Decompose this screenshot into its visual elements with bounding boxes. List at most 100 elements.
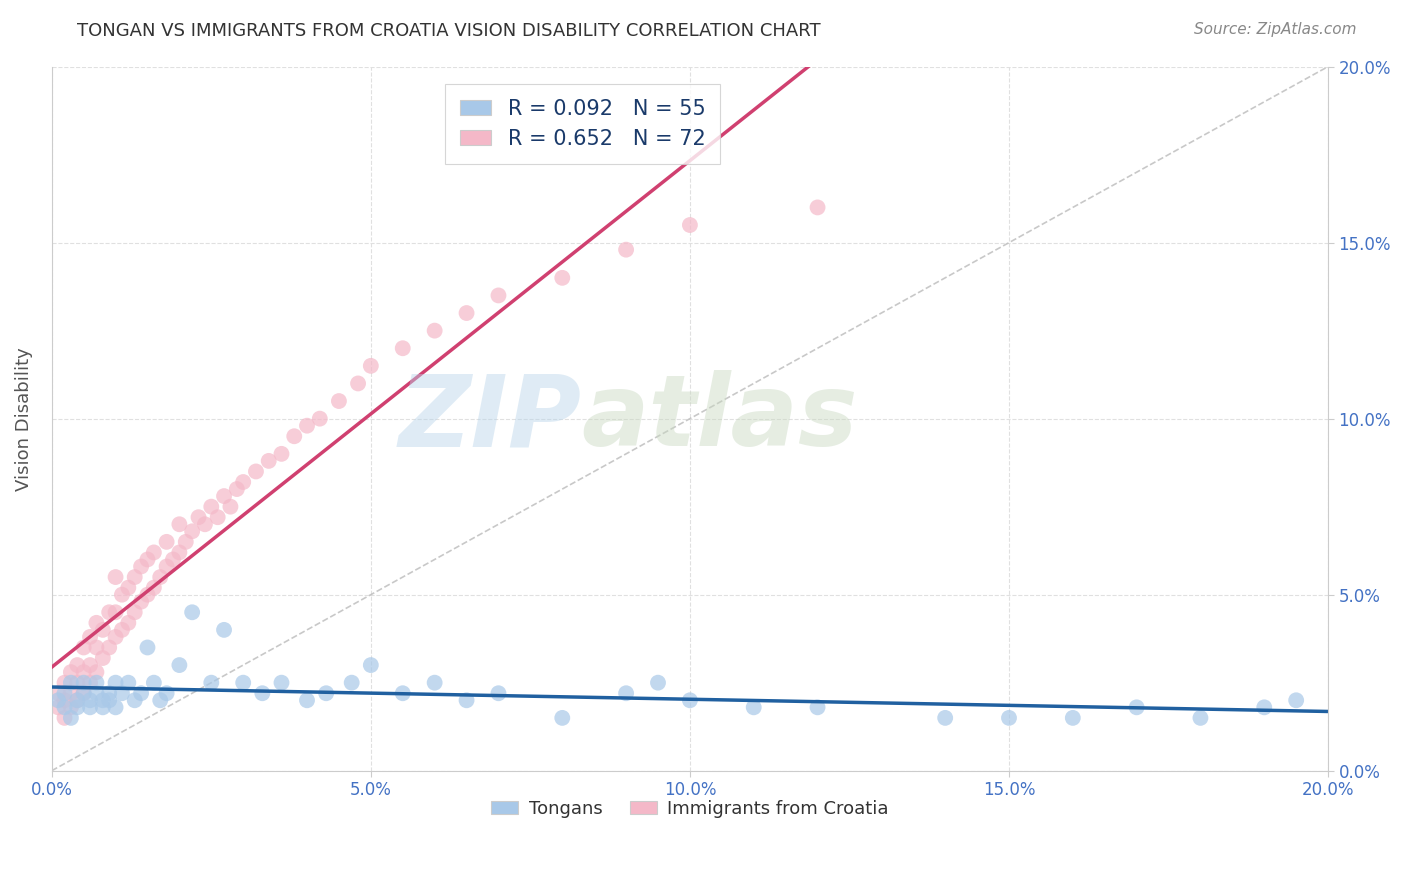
Point (156, 534, 179, 549)
Point (46, 693, 69, 707)
Point (136, 552, 159, 566)
Point (232, 475, 254, 489)
Point (1125, 700, 1147, 714)
Point (79, 700, 101, 714)
Point (117, 675, 139, 690)
Point (73, 686, 96, 700)
Point (1189, 711, 1212, 725)
Point (1062, 711, 1084, 725)
Point (104, 700, 127, 714)
Text: TONGAN VS IMMIGRANTS FROM CROATIA VISION DISABILITY CORRELATION CHART: TONGAN VS IMMIGRANTS FROM CROATIA VISION… (77, 22, 821, 40)
Point (328, 394, 350, 409)
Point (391, 686, 413, 700)
Point (456, 693, 478, 707)
Point (308, 411, 330, 425)
Point (86, 686, 108, 700)
Point (806, 700, 828, 714)
Point (59, 675, 82, 690)
Point (129, 686, 152, 700)
Point (225, 482, 247, 496)
Point (86, 675, 108, 690)
Point (98, 640, 121, 655)
Point (149, 693, 172, 707)
Point (614, 686, 637, 700)
Point (232, 675, 254, 690)
Point (488, 288, 510, 302)
Point (614, 243, 637, 257)
Text: atlas: atlas (582, 370, 858, 467)
Point (136, 640, 159, 655)
Point (124, 570, 146, 584)
Point (169, 658, 191, 673)
Point (66, 693, 89, 707)
Point (200, 675, 222, 690)
Point (679, 218, 702, 232)
Point (111, 686, 134, 700)
Point (340, 675, 363, 690)
Point (86, 665, 108, 679)
Point (295, 418, 318, 433)
Point (156, 686, 179, 700)
Point (98, 686, 121, 700)
Point (423, 324, 446, 338)
Point (252, 686, 274, 700)
Point (742, 700, 765, 714)
Point (174, 534, 197, 549)
Point (315, 686, 337, 700)
Point (998, 711, 1021, 725)
Point (212, 489, 235, 503)
Point (111, 623, 134, 637)
Point (219, 500, 242, 514)
Point (79, 675, 101, 690)
Point (934, 711, 956, 725)
Point (347, 376, 370, 391)
Point (142, 581, 165, 595)
Point (86, 640, 108, 655)
Point (212, 623, 235, 637)
Point (295, 693, 318, 707)
Point (257, 454, 280, 468)
Point (79, 630, 101, 644)
Point (46, 686, 69, 700)
Point (117, 615, 139, 630)
Point (111, 588, 134, 602)
Point (73, 665, 96, 679)
Point (73, 640, 96, 655)
Point (181, 524, 204, 539)
Point (91, 700, 114, 714)
Point (270, 447, 292, 461)
Point (79, 693, 101, 707)
Point (104, 630, 127, 644)
Point (270, 675, 292, 690)
Point (245, 465, 267, 479)
Point (73, 675, 96, 690)
Point (53, 700, 76, 714)
Point (181, 605, 204, 619)
Point (142, 675, 165, 690)
Point (86, 615, 108, 630)
Point (207, 510, 229, 524)
Point (91, 651, 114, 665)
Point (117, 581, 139, 595)
Point (200, 500, 222, 514)
Point (104, 570, 127, 584)
Point (66, 693, 89, 707)
Legend: Tongans, Immigrants from Croatia: Tongans, Immigrants from Croatia (484, 793, 896, 825)
Point (91, 693, 114, 707)
Point (169, 545, 191, 559)
Point (53, 686, 76, 700)
Point (136, 588, 159, 602)
Point (91, 623, 114, 637)
Point (104, 675, 127, 690)
Point (104, 605, 127, 619)
Point (360, 658, 382, 673)
Point (1285, 693, 1308, 707)
Point (73, 686, 96, 700)
Point (53, 675, 76, 690)
Point (129, 595, 152, 609)
Point (79, 658, 101, 673)
Point (423, 675, 446, 690)
Point (46, 700, 69, 714)
Point (162, 552, 184, 566)
Point (283, 429, 305, 443)
